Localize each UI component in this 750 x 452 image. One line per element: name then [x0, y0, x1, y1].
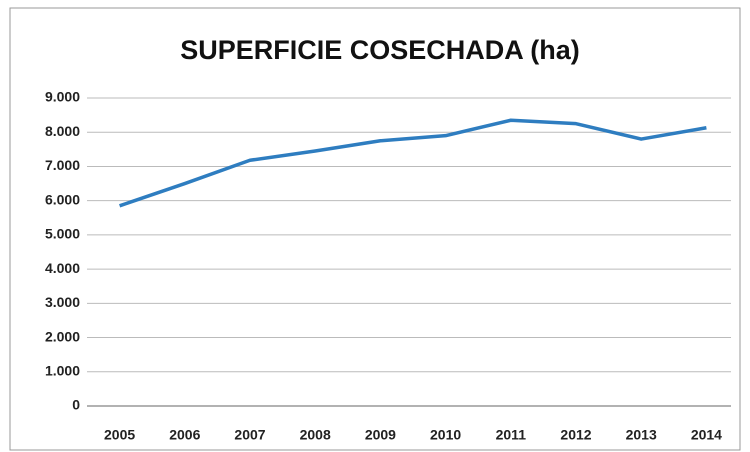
- y-tick-label: 2.000: [45, 328, 80, 344]
- x-tick-label: 2013: [626, 427, 657, 443]
- y-tick-label: 5.000: [45, 226, 80, 242]
- line-series: [119, 118, 707, 208]
- x-tick-label: 2005: [104, 427, 135, 443]
- x-tick-label: 2006: [169, 427, 200, 443]
- x-tick-label: 2014: [691, 427, 722, 443]
- x-tick-label: 2011: [496, 427, 527, 443]
- y-tick-label: 4.000: [45, 260, 80, 276]
- chart-title: SUPERFICIE COSECHADA (ha): [180, 35, 580, 65]
- y-tick-label: 8.000: [45, 123, 80, 139]
- y-tick-label: 6.000: [45, 191, 80, 207]
- x-tick-label: 2008: [300, 427, 331, 443]
- x-tick-label: 2009: [365, 427, 396, 443]
- y-tick-label: 1.000: [45, 362, 80, 378]
- y-tick-label: 9.000: [45, 89, 80, 105]
- x-tick-label: 2012: [560, 427, 591, 443]
- x-tick-label: 2007: [234, 427, 265, 443]
- chart-frame: [9, 7, 741, 451]
- y-tick-label: 7.000: [45, 157, 80, 173]
- y-tick-label: 0: [72, 397, 80, 413]
- y-tick-label: 3.000: [45, 294, 80, 310]
- x-tick-label: 2010: [430, 427, 461, 443]
